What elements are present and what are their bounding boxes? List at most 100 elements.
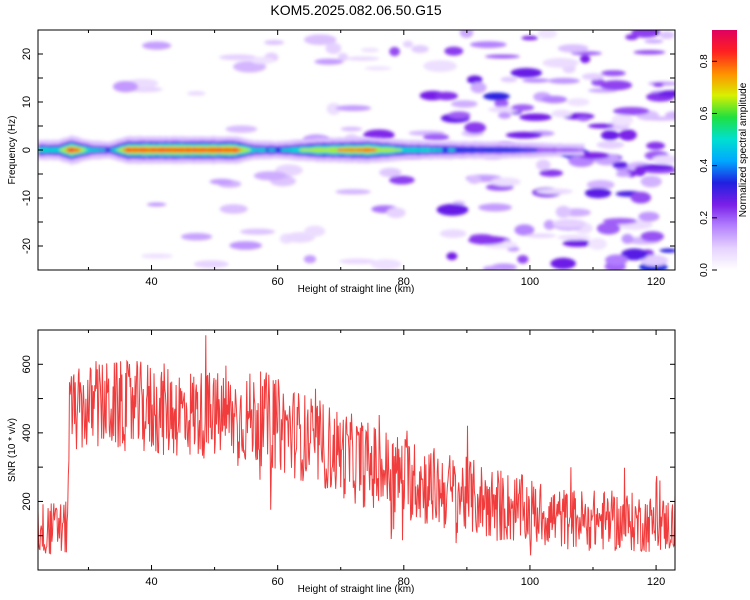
heatmap-noise-blob [577, 116, 590, 122]
heatmap-noise-blob [562, 239, 592, 247]
heatmap-noise-blob [541, 95, 568, 104]
heatmap-noise-blob [253, 171, 287, 181]
heatmap-ridge-cell [410, 147, 415, 153]
heatmap-noise-blob [250, 56, 275, 64]
heatmap-noise-blob [630, 191, 652, 204]
heatmap-noise-blob [112, 81, 139, 93]
heatmap-ridge-cell [66, 148, 71, 152]
heatmap-noise-blob [536, 159, 551, 171]
heatmap-ridge-cell [476, 147, 481, 153]
heatmap-noise-blob [494, 98, 509, 109]
y-tick-label: 0 [21, 147, 33, 153]
heatmap-noise-blob [551, 109, 572, 118]
heatmap-noise-blob [448, 111, 471, 119]
heatmap-ridge-cell [388, 148, 392, 152]
heatmap-ridge-cell [451, 148, 456, 152]
heatmap-noise-blob [386, 207, 406, 219]
y-tick-label: 200 [21, 492, 33, 510]
heatmap-ridge-cell [120, 147, 124, 153]
heatmap-noise-blob [605, 254, 628, 266]
colorbar-strip [712, 30, 737, 270]
snr-axis-ticks: 40 60 80 100 120 200 400 600 [21, 330, 675, 588]
heatmap-ridge-cell [567, 147, 572, 152]
heatmap-ridge-cell [548, 147, 553, 153]
heatmap-noise-blob [665, 111, 675, 119]
snr-frame [37, 329, 676, 571]
heatmap-noise-blob [537, 30, 558, 39]
x-tick-label: 120 [647, 276, 665, 288]
heatmap-ridge-cell [488, 147, 493, 153]
heatmap-ridge-cell [539, 147, 544, 153]
x-tick-label: 100 [521, 576, 539, 588]
heatmap-ridge-cell [60, 148, 65, 152]
heatmap-ridge-cell [435, 148, 440, 152]
heatmap-noise-blob [552, 219, 587, 229]
heatmap-noise-blob [659, 31, 675, 39]
heatmap-noise-blob [579, 152, 610, 160]
heatmap-ridge-cell [334, 147, 339, 153]
heatmap-noise-blob [142, 41, 172, 50]
heatmap-ridge-cell [157, 147, 162, 153]
heatmap-ridge-layer [38, 135, 585, 165]
heatmap-ridge-cell [145, 148, 150, 152]
heatmap-noise-blob [522, 78, 550, 83]
heatmap-ridge-cell [366, 148, 370, 152]
heatmap-noise-blob [500, 76, 518, 83]
heatmap-ridge-cell [258, 148, 263, 152]
heatmap-ridge-cell [429, 148, 433, 152]
heatmap-ridge-cell [425, 148, 430, 152]
figure-title: KOM5.2025.082.06.50.G15 [270, 2, 441, 18]
colorbar-tick-label: 0.6 [699, 106, 710, 120]
heatmap-noise-blob [633, 50, 666, 55]
heatmap-ridge-cell [454, 147, 459, 153]
heatmap-ridge-cell [198, 147, 203, 153]
heatmap-noise-blob [444, 46, 464, 56]
heatmap-ridge-cell [104, 147, 109, 153]
heatmap-ridge-cell [460, 147, 465, 153]
heatmap-noise-blob [634, 165, 646, 177]
heatmap-ridge-cell [164, 147, 169, 153]
heatmap-noise-blob [640, 254, 669, 267]
heatmap-noise-blob [218, 54, 257, 61]
heatmap-ridge-cell [343, 148, 348, 152]
heatmap-ridge-cell [331, 147, 336, 153]
heatmap-noise-blob [345, 56, 380, 61]
heatmap-ridge-cell [271, 149, 276, 152]
heatmap-ridge-cell [536, 147, 541, 153]
colorbar-ticks: 0.0 0.2 0.4 0.6 0.8 [699, 54, 717, 277]
heatmap-noise-blob [646, 141, 666, 150]
heatmap-noise-blob [423, 60, 457, 72]
heatmap-ridge-cell [416, 148, 421, 152]
heatmap-ridge-cell [97, 148, 102, 151]
heatmap-noise-blob [337, 52, 348, 62]
heatmap-noise-blob [621, 233, 634, 244]
heatmap-ridge-cell [545, 147, 550, 153]
heatmap-noise-blob [181, 233, 213, 241]
colorbar-tick-label: 0.4 [699, 158, 710, 172]
heatmap-noise-blob [411, 45, 429, 54]
heatmap-noise-blob [659, 248, 675, 253]
heatmap-noise-blob [588, 238, 607, 250]
heatmap-noise-blob [240, 228, 275, 235]
heatmap-noise-blob [618, 129, 637, 141]
heatmap-ridge-cell [176, 147, 181, 153]
heatmap-noise-blob [439, 229, 467, 238]
heatmap-noise-blob [519, 113, 552, 121]
heatmap-ridge-cell [564, 147, 569, 152]
heatmap-ridge-cell [444, 146, 449, 154]
heatmap-ridge-cell [403, 147, 408, 153]
x-tick-label: 100 [521, 276, 539, 288]
heatmap-ridge-cell [116, 148, 121, 152]
heatmap-noise-blob [612, 161, 629, 169]
heatmap-noise-blob [517, 254, 529, 264]
heatmap-ridge-cell [246, 148, 251, 152]
heatmap-ridge-cell [69, 149, 74, 152]
colorbar-tick-label: 0.8 [699, 54, 710, 68]
heatmap-noise-blob [361, 47, 379, 53]
heatmap-noise-blob [498, 112, 512, 119]
heatmap-noise-blob [335, 189, 371, 195]
y-tick-label: -20 [21, 238, 33, 254]
heatmap-ridge-cell [400, 147, 405, 153]
heatmap-noise-blob [631, 30, 661, 38]
